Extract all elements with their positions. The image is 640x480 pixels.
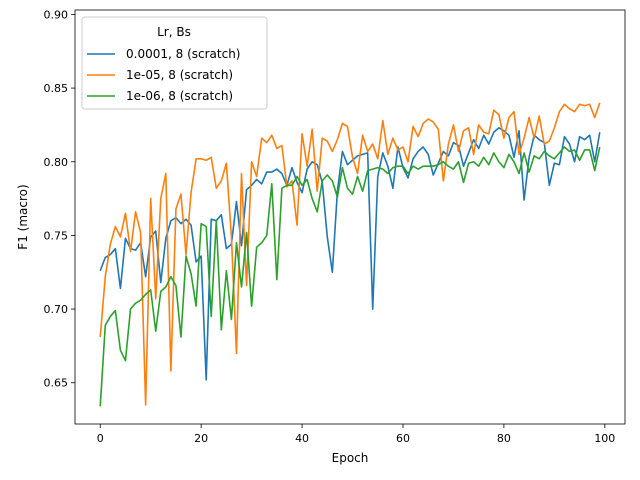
series-line <box>99 102 601 406</box>
series-layer <box>99 102 601 407</box>
plot-frame <box>74 9 626 425</box>
y-tick-label: 0.65 <box>44 377 69 390</box>
y-axis-label: F1 (macro) <box>16 184 30 249</box>
legend-label: 1e-06, 8 (scratch) <box>126 89 233 103</box>
tick-layer: 0 20 40 60 80 100 0.65 0.70 0.75 0.80 0.85 0.90 <box>44 8 616 445</box>
series-line <box>99 146 601 407</box>
x-axis-label: Epoch <box>332 451 369 465</box>
legend-label: 0.0001, 8 (scratch) <box>126 47 240 61</box>
y-tick-label: 0.85 <box>44 82 69 95</box>
x-tick-label: 80 <box>497 432 511 445</box>
x-tick-label: 20 <box>194 432 208 445</box>
y-tick-label: 0.90 <box>44 8 69 21</box>
legend-title: Lr, Bs <box>157 25 191 39</box>
y-tick-label: 0.75 <box>44 229 69 242</box>
legend-entries: 0.0001, 8 (scratch) 1e-05, 8 (scratch) 1e-… <box>87 47 240 103</box>
y-tick-label: 0.80 <box>44 156 69 169</box>
y-tick-label: 0.70 <box>44 303 69 316</box>
x-tick-label: 0 <box>97 432 104 445</box>
x-tick-label: 60 <box>396 432 410 445</box>
x-tick-label: 40 <box>295 432 309 445</box>
legend-label: 1e-05, 8 (scratch) <box>126 68 233 82</box>
legend-box <box>81 16 268 110</box>
x-tick-label: 100 <box>594 432 615 445</box>
legend: Lr, Bs 0.0001, 8 (scratch) 1e-05, 8 (scra… <box>81 16 268 110</box>
